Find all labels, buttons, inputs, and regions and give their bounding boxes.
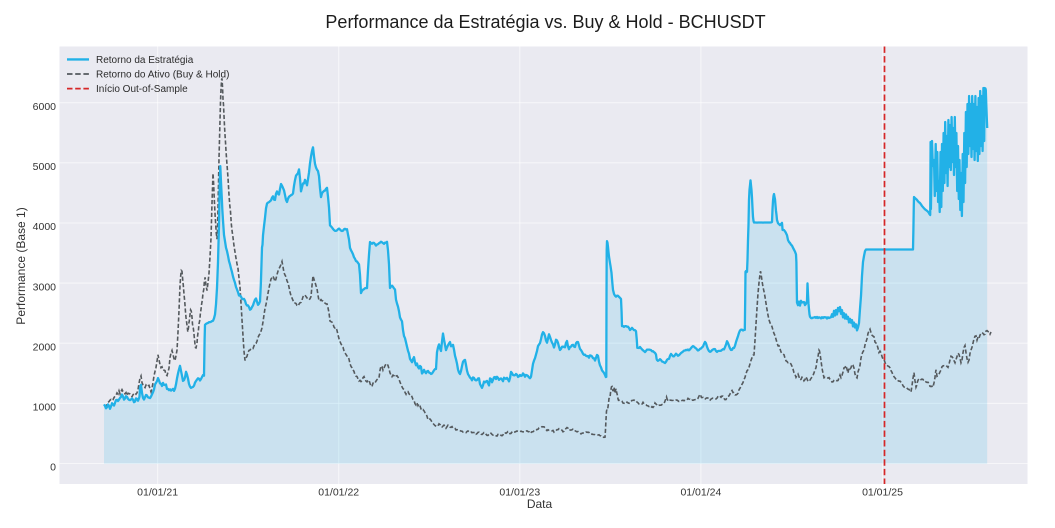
svg-text:Performance (Base 1): Performance (Base 1) (14, 207, 28, 324)
svg-text:01/01/22: 01/01/22 (318, 487, 359, 499)
svg-text:Data: Data (527, 497, 553, 511)
svg-text:Retorno da Estratégia: Retorno da Estratégia (96, 55, 194, 66)
svg-text:01/01/25: 01/01/25 (862, 487, 903, 499)
svg-text:3000: 3000 (33, 281, 57, 293)
svg-text:Início Out-of-Sample: Início Out-of-Sample (96, 84, 188, 95)
svg-text:0: 0 (50, 462, 56, 474)
svg-text:2000: 2000 (33, 341, 57, 353)
svg-text:5000: 5000 (33, 161, 57, 173)
svg-text:01/01/21: 01/01/21 (137, 487, 178, 499)
svg-text:01/01/23: 01/01/23 (499, 487, 540, 499)
svg-text:Performance da Estratégia vs.: Performance da Estratégia vs. Buy & Hold… (325, 12, 765, 32)
svg-text:4000: 4000 (33, 221, 57, 233)
svg-text:1000: 1000 (33, 402, 57, 414)
svg-text:Retorno do Ativo (Buy & Hold): Retorno do Ativo (Buy & Hold) (96, 70, 229, 81)
svg-text:6000: 6000 (33, 101, 57, 113)
svg-text:01/01/24: 01/01/24 (680, 487, 721, 499)
